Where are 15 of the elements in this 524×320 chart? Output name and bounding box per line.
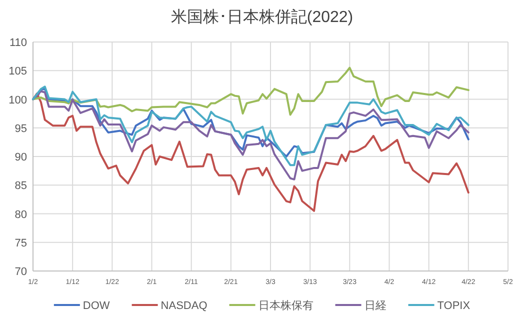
- legend-label: 日経: [364, 300, 386, 312]
- legend-label: NASDAQ: [160, 300, 208, 312]
- y-tick-label: 85: [14, 180, 27, 192]
- y-tick-label: 75: [14, 237, 27, 250]
- legend-label: TOPIX: [437, 300, 471, 312]
- y-tick-label: 95: [14, 122, 27, 135]
- y-tick-label: 70: [14, 266, 27, 278]
- y-tick-label: 90: [14, 152, 27, 164]
- y-tick-label: 110: [9, 37, 27, 49]
- legend-label: 日本株保有: [258, 299, 314, 312]
- legend-label: DOW: [82, 300, 110, 312]
- y-tick-label: 80: [14, 208, 27, 221]
- title: 米国株･日本株併記(2022): [170, 9, 354, 26]
- y-tick-label: 105: [8, 66, 27, 78]
- y-tick-label: 100: [8, 94, 27, 106]
